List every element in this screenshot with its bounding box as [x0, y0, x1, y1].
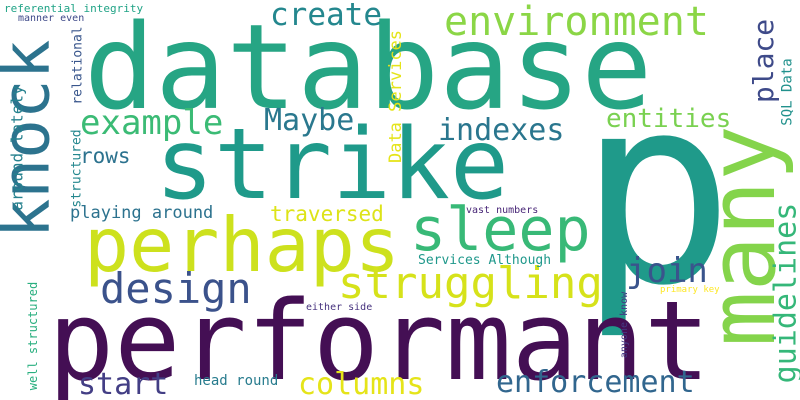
- word-example: example: [80, 103, 224, 143]
- word-enforcement: enforcement: [496, 365, 695, 400]
- word-either-side: either side: [306, 302, 373, 313]
- word-strike: strike: [155, 108, 510, 222]
- word-well-structured: well structured: [26, 281, 41, 391]
- word-columns: columns: [298, 367, 425, 400]
- word-manner-even: manner even: [18, 13, 85, 24]
- word-vast-numbers: vast numbers: [466, 205, 539, 216]
- word-guidelines: guidelines: [768, 202, 800, 384]
- word-traversed: traversed: [270, 202, 384, 226]
- word-p: p: [578, 41, 735, 343]
- word-around-lately: around lately: [7, 85, 27, 211]
- word-data-services: Data Services: [386, 29, 407, 164]
- word-struggling: struggling: [338, 258, 603, 309]
- word-create: create: [270, 0, 382, 33]
- word-database: database: [84, 0, 653, 136]
- word-referential-integrity: referential integrity: [4, 2, 144, 15]
- word-services-although: Services Although: [418, 253, 552, 268]
- word-rows: rows: [80, 144, 131, 168]
- word-sql-data: SQL Data: [779, 58, 796, 126]
- word-environment: environment: [444, 0, 709, 45]
- word-design: design: [100, 264, 252, 313]
- word-join: join: [626, 251, 708, 291]
- word-perhaps: perhaps: [84, 201, 401, 289]
- word-sleep: sleep: [410, 195, 591, 265]
- word-head-round: head round: [194, 373, 279, 389]
- word-entities: entities: [606, 104, 732, 134]
- word-performant: performant: [48, 277, 711, 400]
- word-structured: structured: [69, 129, 85, 208]
- word-start: start: [78, 367, 169, 400]
- word-playing-around: playing around: [70, 203, 214, 223]
- word-relational: relational: [70, 26, 86, 105]
- word-indexes: indexes: [438, 113, 565, 148]
- word-anyone-know: anyone know: [619, 291, 631, 359]
- word-primary-key: primary key: [660, 285, 720, 295]
- word-maybe: Maybe: [264, 103, 355, 138]
- word-place: place: [747, 18, 781, 104]
